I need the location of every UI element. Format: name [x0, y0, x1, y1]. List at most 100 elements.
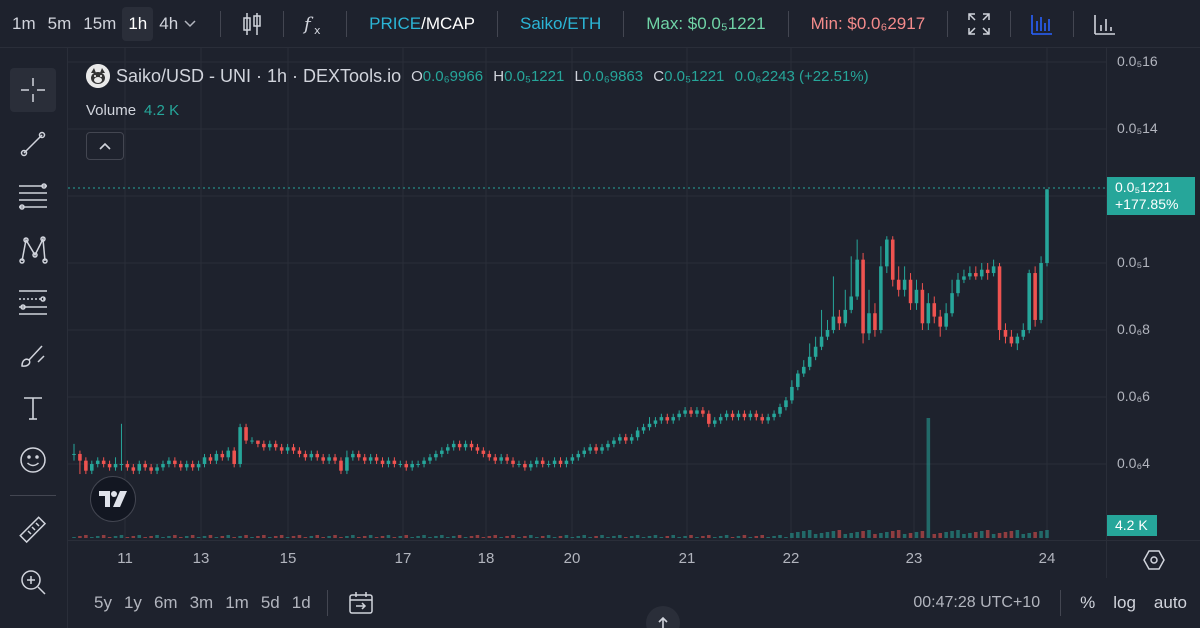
zoom-in-icon[interactable]	[10, 560, 56, 604]
volume-bar	[606, 537, 610, 538]
volume-bar	[914, 532, 919, 538]
volume-bar	[380, 536, 385, 538]
range-1y[interactable]: 1y	[123, 593, 142, 612]
volume-bar	[926, 418, 931, 538]
chart-pane[interactable]: Saiko/USD - UNI · 1h · DEXTools.io O0.0₆…	[68, 48, 1106, 540]
pair-toggle-button[interactable]: Saiko/ETH	[519, 13, 602, 33]
current-price-value: 0.0₅1221	[1115, 179, 1172, 195]
volume-bar	[902, 534, 907, 538]
candle-body	[167, 460, 171, 464]
candle-body	[90, 464, 94, 471]
volume-bar	[974, 532, 978, 538]
crosshair-icon[interactable]	[10, 68, 56, 112]
candle-body	[641, 427, 646, 431]
percent-scale-toggle[interactable]: %	[1080, 593, 1096, 612]
brush-icon[interactable]	[10, 334, 56, 378]
price-mcap-toggle[interactable]: PRICE/MCAP	[355, 14, 489, 34]
volume-bar	[540, 536, 545, 538]
volume-bar	[695, 537, 699, 538]
range-1m[interactable]: 1m	[225, 593, 249, 612]
text-tool-icon[interactable]	[10, 386, 56, 430]
range-5d[interactable]: 5d	[260, 593, 280, 612]
fib-retracement-icon[interactable]	[10, 174, 56, 218]
candle-body	[873, 313, 877, 330]
toolbar-separator	[496, 10, 498, 37]
collapse-legend-button[interactable]	[86, 132, 124, 160]
volume-bar	[451, 536, 456, 538]
range-3m[interactable]: 3m	[189, 593, 214, 612]
candle-body	[612, 440, 616, 444]
prediction-tools-icon[interactable]	[10, 280, 56, 324]
range-1d[interactable]: 1d	[291, 593, 311, 612]
volume-bar	[220, 536, 225, 538]
candle-body	[950, 293, 954, 314]
candle-body	[351, 453, 355, 458]
volume-bar	[534, 537, 539, 538]
log-scale-toggle[interactable]: log	[1113, 593, 1136, 612]
volume-bar	[161, 537, 165, 538]
clock-timezone[interactable]: 00:47:28 UTC+10	[913, 594, 1041, 611]
candle-body	[202, 457, 207, 464]
volume-bar	[333, 535, 337, 538]
volume-bar	[291, 536, 296, 538]
timeframe-4h[interactable]: 4h	[159, 13, 179, 33]
range-6m[interactable]: 6m	[153, 593, 178, 612]
time-tick: 21	[678, 550, 696, 567]
pattern-tool-icon[interactable]	[10, 228, 56, 272]
candle-body	[321, 457, 325, 461]
candle-body	[766, 417, 770, 421]
candle-body	[600, 447, 604, 451]
volume-bar	[273, 536, 278, 538]
candle-body	[974, 273, 978, 277]
volume-bar	[131, 536, 136, 538]
time-axis[interactable]: 11 13 15 17 18 20 21 22 23 24	[68, 540, 1106, 578]
candle-body	[623, 437, 628, 441]
tradingview-logo-icon[interactable]	[90, 476, 136, 522]
trend-line-icon[interactable]	[10, 122, 56, 166]
symbol-title[interactable]: Saiko/USD - UNI · 1h · DEXTools.io	[116, 65, 402, 86]
range-5y[interactable]: 5y	[94, 593, 112, 612]
volume-bar	[784, 537, 788, 538]
emoji-icon[interactable]	[10, 438, 56, 482]
candle-body	[469, 443, 474, 448]
auto-scale-toggle[interactable]: auto	[1153, 593, 1187, 612]
chart-settings-button[interactable]	[1106, 540, 1200, 578]
toolbar-separator	[1073, 10, 1075, 37]
ruler-icon[interactable]	[10, 508, 56, 552]
timeframe-5m[interactable]: 5m	[47, 13, 72, 33]
timeframe-1h[interactable]: 1h	[122, 6, 154, 41]
volume-bars-icon[interactable]	[1082, 4, 1128, 44]
candle-body	[796, 373, 800, 387]
volume-bar	[564, 535, 569, 538]
volume-bar	[321, 537, 325, 538]
candle-body	[386, 460, 391, 464]
toolbar-separator	[283, 10, 285, 37]
goto-date-icon[interactable]	[338, 583, 384, 623]
volume-bar	[629, 536, 634, 538]
timeframe-dropdown-chevron-icon[interactable]	[184, 19, 212, 28]
candles-chart-type-icon[interactable]	[229, 4, 275, 44]
price-axis[interactable]: 0.0₅16 0.0₅14 0.0₅1 0.0₆8 0.0₆6 0.0₆4 0.…	[1106, 48, 1200, 540]
fullscreen-icon[interactable]	[956, 4, 1002, 44]
volume-bar	[262, 535, 266, 538]
max-price-label: Max: $0.0₅1221	[646, 13, 766, 33]
volume-bar	[362, 536, 367, 538]
volume-bar	[831, 531, 836, 538]
volume-bar	[493, 535, 498, 538]
volume-bar	[214, 537, 219, 538]
volume-bar	[256, 536, 260, 538]
candle-body	[772, 413, 776, 418]
chart-style-bars-icon[interactable]	[1019, 4, 1065, 44]
candle-body	[629, 437, 634, 441]
candle-body	[368, 457, 373, 461]
scroll-to-realtime-button[interactable]	[646, 606, 680, 628]
time-tick: 20	[563, 550, 581, 567]
timeframe-1m[interactable]: 1m	[12, 13, 36, 33]
candle-body	[256, 440, 260, 444]
bottom-right-controls: 00:47:28 UTC+10 % log auto	[913, 578, 1200, 628]
volume-bar	[475, 535, 480, 538]
timeframe-15m[interactable]: 15m	[83, 13, 117, 33]
volume-bar	[410, 537, 414, 538]
candlestick-chart[interactable]	[68, 48, 1106, 540]
